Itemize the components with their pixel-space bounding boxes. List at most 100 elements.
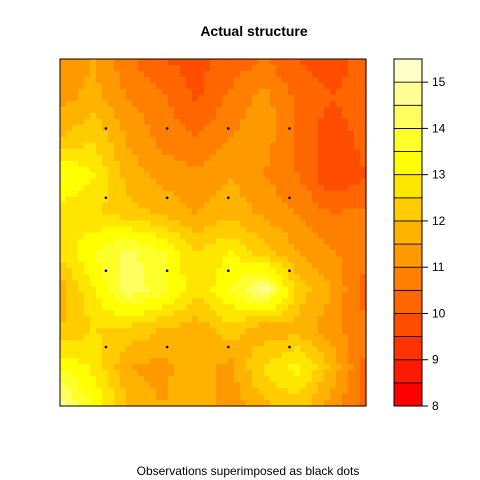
heatmap-cell — [192, 196, 199, 204]
heatmap-cell — [216, 394, 223, 401]
heatmap-cell — [288, 382, 295, 389]
heatmap-cell — [96, 304, 103, 311]
heatmap-cell — [138, 196, 145, 204]
heatmap-cell — [288, 232, 295, 240]
heatmap-cell — [162, 112, 169, 120]
heatmap-cell — [156, 256, 163, 264]
heatmap-cell — [330, 76, 337, 84]
heatmap-cell — [276, 238, 283, 246]
heatmap-cell — [282, 214, 289, 222]
heatmap-cell — [96, 94, 103, 102]
heatmap-cell — [60, 160, 67, 168]
heatmap-cell — [354, 154, 361, 162]
heatmap-cell — [60, 178, 67, 186]
heatmap-cell — [342, 328, 349, 335]
heatmap-cell — [300, 250, 307, 258]
heatmap-cell — [222, 220, 229, 228]
heatmap-cell — [294, 148, 301, 156]
heatmap-cell — [342, 256, 349, 264]
heatmap-cell — [108, 166, 115, 174]
heatmap-cell — [60, 196, 67, 204]
heatmap-cell — [318, 94, 325, 102]
heatmap-cell — [192, 382, 199, 389]
heatmap-cell — [300, 328, 307, 335]
colorbar-tick-label: 12 — [432, 214, 446, 228]
heatmap-cell — [72, 298, 79, 305]
heatmap-cell — [216, 202, 223, 210]
heatmap-cell — [66, 238, 73, 246]
heatmap-cell — [96, 262, 103, 269]
heatmap-cell — [138, 292, 145, 299]
heatmap-cell — [306, 82, 313, 90]
heatmap-cell — [66, 160, 73, 168]
heatmap-cell — [90, 148, 97, 156]
heatmap-cell — [150, 304, 157, 311]
heatmap-cell — [300, 280, 307, 287]
heatmap-cell — [96, 76, 103, 84]
heatmap-cell — [306, 154, 313, 162]
heatmap-cell — [168, 364, 175, 371]
heatmap-cell — [330, 94, 337, 102]
heatmap-cell — [114, 76, 121, 84]
heatmap-cell — [108, 382, 115, 389]
heatmap-cell — [78, 376, 85, 383]
heatmap-cell — [114, 250, 121, 258]
colorbar-band — [393, 266, 423, 291]
heatmap-cell — [108, 64, 115, 72]
heatmap-cell — [354, 59, 361, 66]
heatmap-cell — [336, 118, 343, 126]
heatmap-cell — [324, 232, 331, 240]
heatmap-cell — [174, 70, 181, 78]
heatmap-cell — [318, 64, 325, 72]
heatmap-cell — [168, 286, 175, 293]
heatmap-cell — [114, 298, 121, 305]
heatmap-cell — [198, 124, 205, 132]
heatmap-cell — [96, 322, 103, 329]
heatmap-cell — [138, 88, 145, 96]
heatmap-cell — [246, 304, 253, 311]
heatmap-cell — [306, 394, 313, 401]
heatmap-cell — [312, 388, 319, 395]
heatmap-cell — [240, 136, 247, 144]
heatmap-cell — [168, 328, 175, 335]
heatmap-cell — [84, 106, 91, 114]
heatmap-cell — [330, 250, 337, 258]
heatmap-cell — [222, 226, 229, 234]
heatmap-cell — [96, 358, 103, 365]
heatmap-cell — [204, 304, 211, 311]
heatmap-cell — [120, 358, 127, 365]
heatmap-cell — [246, 334, 253, 341]
heatmap-cell — [270, 184, 277, 192]
heatmap-cell — [222, 202, 229, 210]
heatmap-cell — [102, 364, 109, 371]
heatmap-cell — [132, 352, 139, 359]
heatmap-cell — [84, 310, 91, 317]
heatmap-cell — [348, 268, 355, 275]
heatmap-cell — [60, 106, 67, 114]
heatmap-cell — [258, 250, 265, 258]
heatmap-cell — [138, 148, 145, 156]
heatmap-cell — [90, 208, 97, 216]
heatmap-cell — [360, 196, 367, 204]
heatmap-cell — [270, 59, 277, 66]
heatmap-cell — [330, 184, 337, 192]
heatmap-cell — [84, 136, 91, 144]
heatmap-cell — [270, 172, 277, 180]
heatmap-cell — [132, 232, 139, 240]
heatmap-cell — [246, 382, 253, 389]
heatmap-cell — [72, 346, 79, 353]
heatmap-cell — [210, 154, 217, 162]
heatmap-cell — [72, 274, 79, 281]
heatmap-cell — [222, 292, 229, 299]
heatmap-cell — [348, 292, 355, 299]
heatmap-cell — [138, 160, 145, 168]
heatmap-cell — [78, 328, 85, 335]
heatmap-cell — [312, 358, 319, 365]
heatmap-cell — [306, 64, 313, 72]
heatmap-cell — [282, 124, 289, 132]
heatmap-cell — [132, 166, 139, 174]
heatmap-cell — [174, 304, 181, 311]
heatmap-cell — [330, 292, 337, 299]
heatmap-cell — [228, 274, 235, 281]
heatmap-cell — [144, 352, 151, 359]
